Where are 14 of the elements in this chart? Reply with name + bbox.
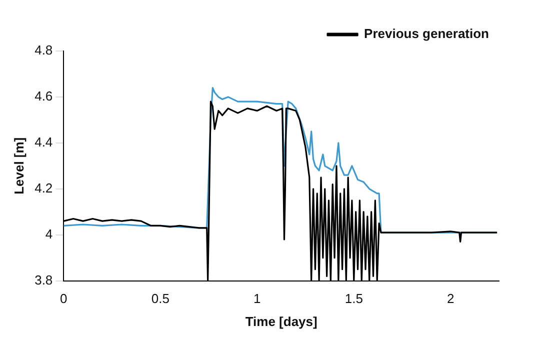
y-tick-label: 4 (45, 226, 53, 242)
x-tick-label: 2 (447, 291, 454, 306)
x-tick-label: 1 (254, 291, 261, 306)
y-tick-label: 4.8 (34, 42, 53, 58)
legend-label: Previous generation (364, 26, 490, 42)
y-axis-title: Level [m] (11, 137, 26, 194)
y-tick-label: 4.2 (34, 180, 53, 196)
y-tick-label: 3.8 (34, 272, 53, 288)
y-tick-label: 4.6 (34, 88, 53, 104)
x-tick-label: 0 (60, 291, 68, 306)
x-tick-label: 1.5 (344, 291, 363, 306)
x-tick-label: 0.5 (151, 291, 170, 306)
y-tick-label: 4.4 (34, 134, 53, 150)
x-axis-title: Time [days] (245, 314, 318, 329)
